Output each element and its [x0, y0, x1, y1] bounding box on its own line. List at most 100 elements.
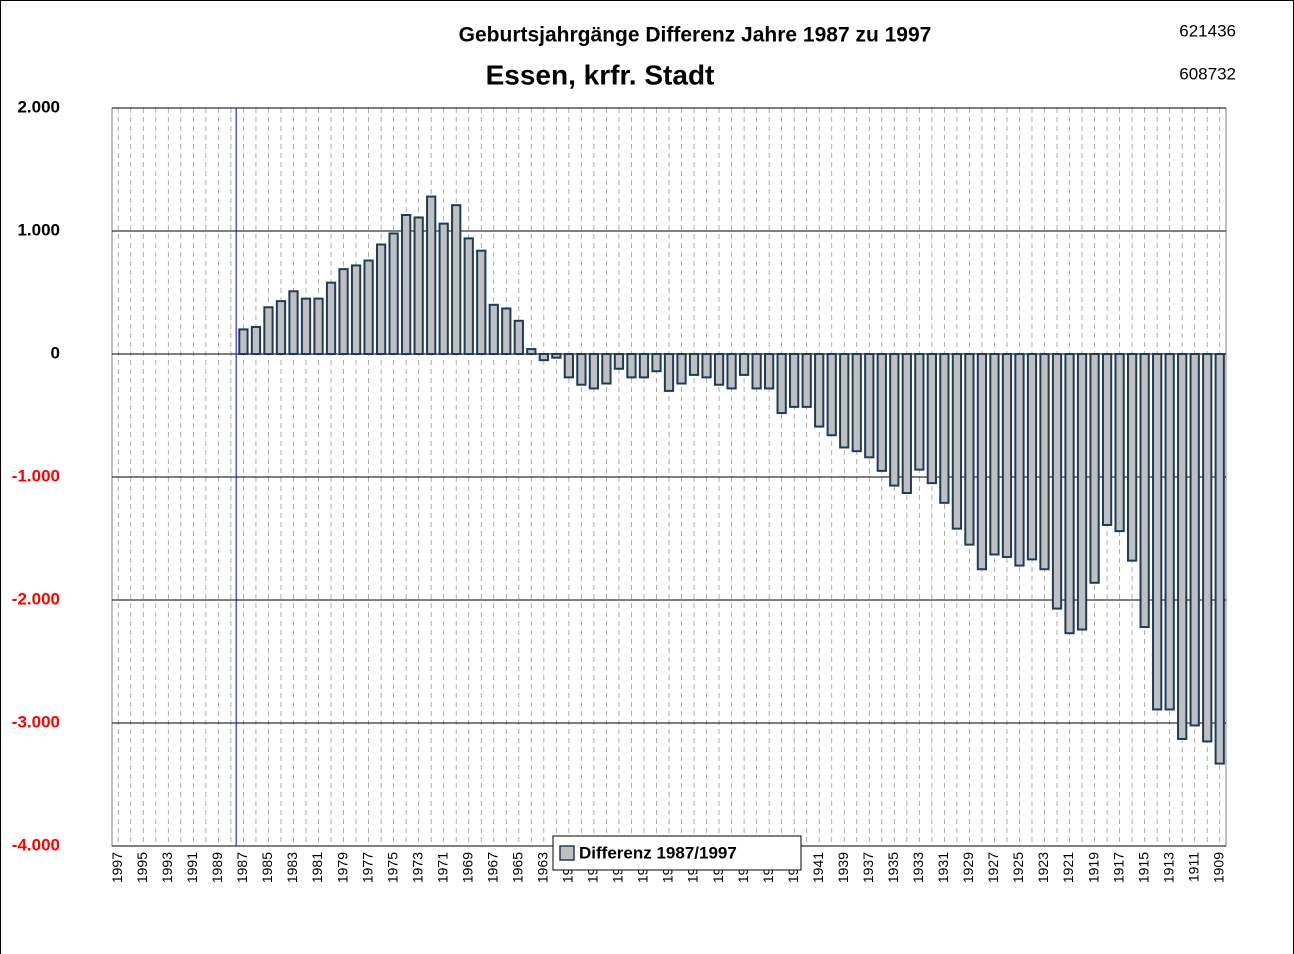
x-tick-label: 1917 — [1110, 852, 1126, 883]
x-tick-label: 1923 — [1035, 852, 1051, 883]
bar — [801, 353, 812, 408]
bar — [313, 297, 324, 355]
bar — [1114, 353, 1125, 533]
bar — [576, 353, 587, 386]
x-tick-label: 1913 — [1160, 852, 1176, 883]
bar — [951, 353, 963, 530]
x-tick-label: 1977 — [359, 852, 375, 883]
bar — [889, 353, 900, 487]
x-tick-label: 1937 — [860, 852, 876, 883]
y-tick-label: -2.000 — [12, 589, 60, 608]
bar — [701, 353, 712, 379]
x-tick-label: 1967 — [484, 852, 500, 883]
x-tick-label: 1991 — [184, 852, 200, 883]
x-tick-label: 1915 — [1135, 852, 1151, 883]
x-tick-label: 1909 — [1210, 852, 1226, 883]
bar — [476, 249, 487, 355]
y-tick-label: -1.000 — [12, 466, 60, 485]
bar — [275, 300, 287, 355]
bar — [814, 353, 825, 428]
x-tick-label: 1931 — [935, 852, 951, 883]
bar — [738, 353, 750, 376]
x-tick-label: 1985 — [259, 852, 275, 883]
bar — [726, 353, 737, 390]
legend: Differenz 1987/1997 — [552, 835, 802, 871]
bar — [1126, 353, 1138, 562]
bar — [1001, 353, 1013, 558]
x-tick-label: 1925 — [1010, 852, 1026, 883]
bar — [651, 353, 662, 373]
y-tick-label: -4.000 — [12, 835, 60, 854]
bar — [1189, 353, 1200, 727]
bar — [488, 303, 499, 355]
y-tick-label: 0 — [51, 343, 60, 362]
bar — [901, 353, 912, 494]
bar — [588, 353, 600, 390]
x-tick-label: 1975 — [384, 852, 400, 883]
bar — [663, 353, 675, 392]
x-tick-label: 1927 — [985, 852, 1001, 883]
bar — [876, 353, 887, 472]
bar — [250, 325, 262, 356]
bar — [676, 353, 687, 385]
bar — [914, 353, 925, 471]
x-tick-label: 1981 — [309, 852, 325, 883]
y-tick-label: -3.000 — [12, 712, 60, 731]
bar — [463, 237, 474, 356]
bar — [713, 353, 725, 386]
bar — [1177, 353, 1188, 740]
x-tick-label: 1987 — [234, 852, 250, 883]
bar — [238, 328, 249, 355]
bar — [601, 353, 612, 385]
x-tick-label: 1929 — [960, 852, 976, 883]
bar — [839, 353, 850, 449]
x-tick-label: 1989 — [209, 852, 225, 883]
bar — [350, 264, 362, 355]
bar — [375, 243, 387, 355]
bar — [864, 353, 875, 459]
chart-subtitle: Essen, krfr. Stadt — [486, 59, 715, 90]
x-tick-label: 1969 — [459, 852, 475, 883]
x-tick-label: 1995 — [134, 852, 150, 883]
x-tick-label: 1941 — [810, 852, 826, 883]
bar — [426, 195, 437, 355]
bar — [764, 353, 775, 390]
bar — [1152, 353, 1163, 711]
bar — [1164, 353, 1175, 711]
x-tick-label: 1919 — [1085, 852, 1101, 883]
x-tick-label: 1997 — [109, 852, 125, 883]
bar — [438, 222, 449, 355]
bar — [325, 281, 337, 355]
x-tick-label: 1983 — [284, 852, 300, 883]
bar — [789, 353, 800, 408]
bar — [538, 353, 549, 362]
annotation: 608732 — [1179, 64, 1236, 83]
bar — [939, 353, 950, 504]
chart-title: Geburtsjahrgänge Differenz Jahre 1987 zu… — [459, 24, 932, 47]
bar — [989, 353, 1000, 556]
bar — [401, 214, 412, 355]
bar — [288, 290, 299, 355]
x-tick-label: 1973 — [409, 852, 425, 883]
x-tick-label: 1965 — [510, 852, 526, 883]
bar — [613, 353, 625, 370]
bar — [363, 259, 374, 355]
bar — [826, 353, 837, 437]
y-tick-label: 2.000 — [17, 97, 60, 116]
legend-swatch — [559, 845, 575, 861]
bar — [976, 353, 988, 571]
annotation: 621436 — [1179, 21, 1236, 40]
bar — [926, 353, 937, 485]
x-tick-label: 1979 — [334, 852, 350, 883]
bar — [563, 353, 574, 379]
legend-box — [552, 835, 802, 871]
bar — [1026, 353, 1038, 561]
bar — [388, 232, 399, 356]
bar — [751, 353, 762, 390]
bar — [1139, 353, 1150, 629]
x-tick-label: 1921 — [1060, 852, 1076, 883]
legend-label: Differenz 1987/1997 — [579, 843, 737, 862]
bar — [513, 319, 524, 356]
bar — [451, 204, 462, 355]
